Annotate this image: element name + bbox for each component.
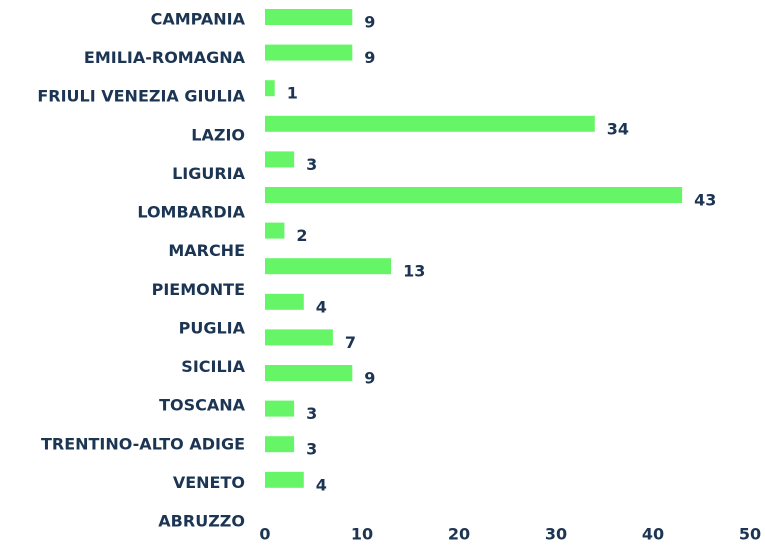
value-label: 3	[306, 440, 317, 459]
x-tick-label: 50	[739, 525, 761, 544]
y-tick-label: TRENTINO-ALTO ADIGE	[41, 434, 245, 453]
y-tick-label: PUGLIA	[179, 318, 246, 337]
x-tick-label: 40	[642, 525, 664, 544]
x-tick-label: 20	[448, 525, 470, 544]
x-tick-label: 0	[259, 525, 270, 544]
y-tick-label: ABRUZZO	[158, 512, 245, 531]
value-label: 34	[607, 119, 629, 138]
bar	[265, 187, 683, 203]
bar	[265, 471, 304, 488]
value-label: 2	[296, 226, 307, 245]
value-label: 9	[364, 13, 375, 32]
y-tick-label: LOMBARDIA	[137, 203, 245, 222]
y-tick-label: PIEMONTE	[152, 280, 245, 299]
y-tick-label: CAMPANIA	[151, 10, 246, 29]
bar	[265, 293, 304, 310]
bar	[265, 115, 595, 132]
value-label: 13	[403, 262, 425, 281]
bar	[265, 44, 353, 61]
x-tick-label: 10	[351, 525, 373, 544]
value-label: 43	[694, 191, 716, 210]
bar	[265, 151, 295, 168]
value-label: 4	[316, 475, 327, 494]
bar	[265, 329, 333, 346]
value-label: 9	[364, 369, 375, 388]
y-tick-label: VENETO	[173, 473, 245, 492]
y-tick-label: EMILIA-ROMAGNA	[84, 48, 246, 67]
y-tick-label: FRIULI VENEZIA GIULIA	[37, 87, 245, 106]
value-label: 3	[306, 404, 317, 423]
bar	[265, 365, 353, 381]
value-label: 7	[345, 333, 356, 352]
bar	[265, 436, 295, 453]
value-label: 9	[364, 48, 375, 67]
y-tick-label: MARCHE	[168, 241, 245, 260]
y-tick-label: LIGURIA	[172, 164, 246, 183]
bar	[265, 9, 353, 25]
y-tick-label: SICILIA	[181, 357, 245, 376]
value-label: 3	[306, 155, 317, 174]
y-tick-label: TOSCANA	[159, 396, 246, 415]
bar	[265, 80, 275, 97]
bar	[265, 258, 392, 275]
bar	[265, 222, 285, 239]
x-tick-label: 30	[545, 525, 567, 544]
y-tick-label: LAZIO	[191, 125, 245, 144]
bar	[265, 400, 295, 417]
value-label: 4	[316, 297, 327, 316]
value-label: 1	[287, 84, 298, 103]
